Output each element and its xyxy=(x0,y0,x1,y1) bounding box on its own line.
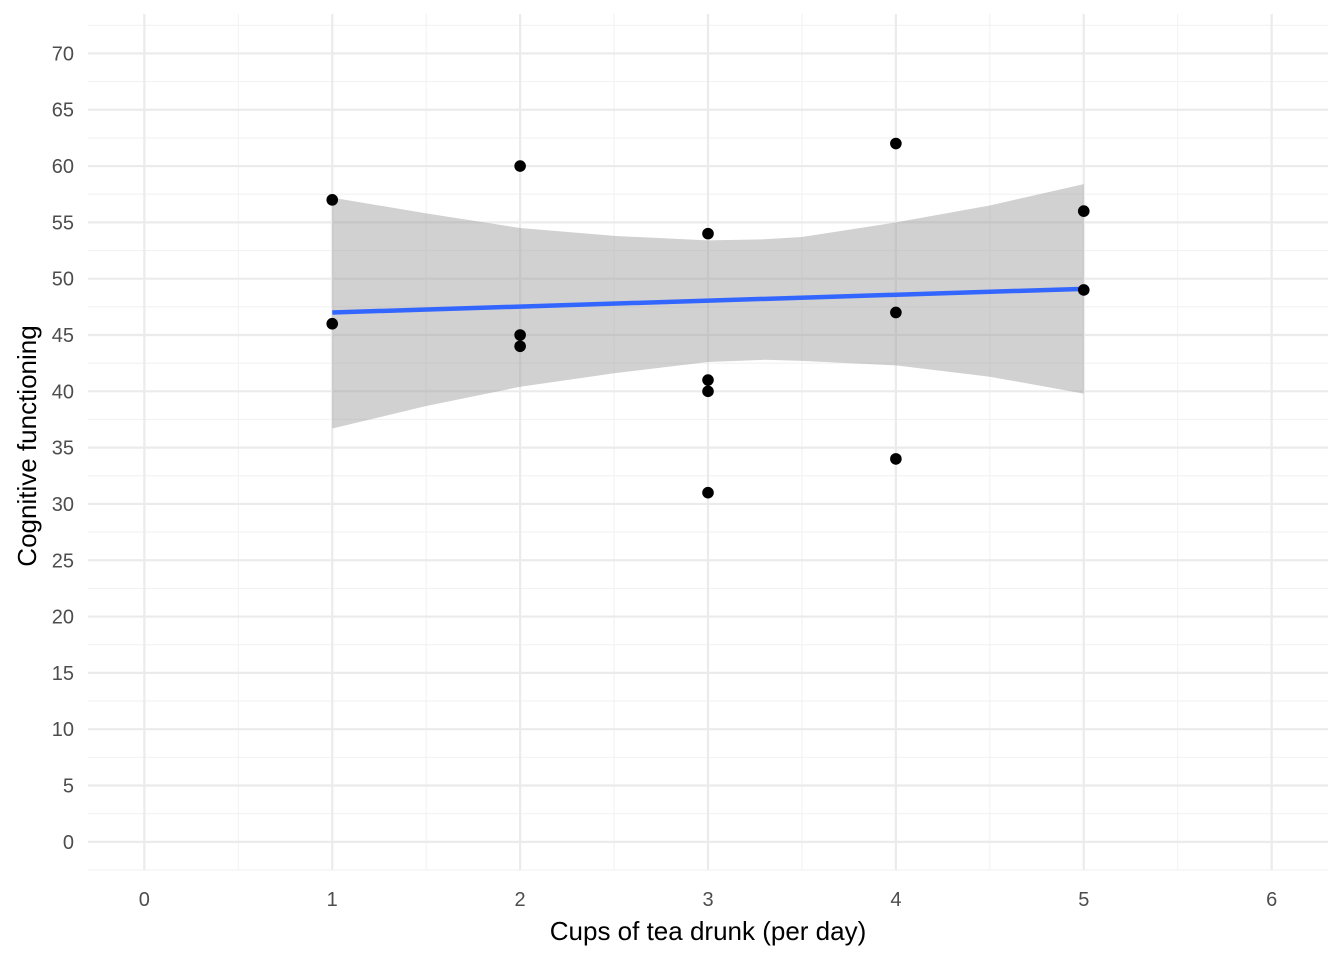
data-point xyxy=(514,340,526,353)
data-point xyxy=(890,306,902,319)
confidence-band-area xyxy=(332,184,1084,429)
data-point xyxy=(702,227,714,240)
data-point xyxy=(702,486,714,499)
data-points xyxy=(326,137,1090,499)
y-tick-label: 30 xyxy=(52,494,74,516)
x-tick-label: 4 xyxy=(890,889,901,911)
y-tick-label: 40 xyxy=(52,381,74,403)
x-tick-label: 5 xyxy=(1078,889,1089,911)
x-tick-label: 0 xyxy=(139,889,150,911)
data-point xyxy=(890,453,902,465)
y-axis-title: Cognitive functioning xyxy=(12,325,42,566)
fit-line-group xyxy=(332,286,1084,315)
y-tick-label: 0 xyxy=(63,832,74,854)
x-axis-title: Cups of tea drunk (per day) xyxy=(550,916,867,946)
x-tick-label: 6 xyxy=(1266,889,1277,911)
x-tick-labels: 0 1 2 3 4 5 6 xyxy=(139,889,1277,911)
data-point xyxy=(326,194,339,206)
data-point xyxy=(326,317,339,330)
regression-line xyxy=(332,286,1084,315)
data-point xyxy=(702,374,714,386)
y-tick-labels: 0 5 10 15 20 25 30 35 40 45 50 55 60 65 70 xyxy=(52,43,74,853)
x-tick-label: 2 xyxy=(515,889,526,911)
data-point xyxy=(890,137,902,150)
y-tick-label: 70 xyxy=(52,43,74,65)
data-point xyxy=(514,160,526,172)
y-tick-label: 25 xyxy=(52,550,74,572)
y-tick-label: 10 xyxy=(52,719,74,741)
y-tick-label: 60 xyxy=(52,156,74,178)
major-gridlines xyxy=(88,14,1328,870)
y-tick-label: 15 xyxy=(52,663,74,685)
data-point xyxy=(514,329,526,341)
x-tick-label: 3 xyxy=(702,889,713,911)
x-tick-label: 1 xyxy=(327,889,338,911)
y-tick-label: 50 xyxy=(52,269,74,291)
data-point xyxy=(702,385,714,398)
y-tick-label: 20 xyxy=(52,607,74,629)
y-tick-label: 65 xyxy=(52,100,74,122)
y-tick-label: 5 xyxy=(63,776,74,798)
y-tick-label: 45 xyxy=(52,325,74,347)
data-point xyxy=(1077,205,1090,217)
data-point xyxy=(1077,284,1090,296)
y-tick-label: 35 xyxy=(52,438,74,460)
y-tick-label: 55 xyxy=(52,212,74,234)
confidence-band xyxy=(332,184,1084,429)
